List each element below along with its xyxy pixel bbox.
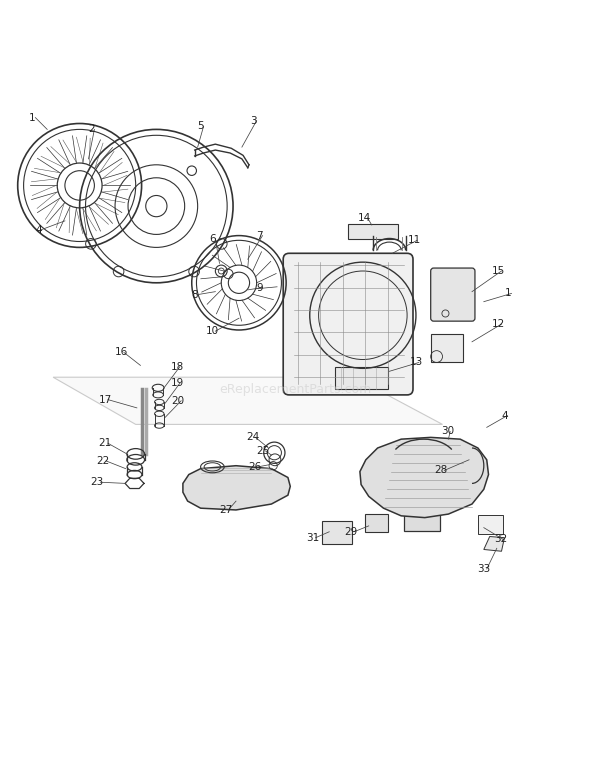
Polygon shape bbox=[484, 537, 504, 552]
Text: 23: 23 bbox=[91, 477, 104, 487]
Text: 24: 24 bbox=[246, 433, 259, 443]
Text: 27: 27 bbox=[219, 505, 232, 515]
Bar bbox=[404, 513, 440, 531]
Text: 11: 11 bbox=[408, 235, 421, 245]
Bar bbox=[322, 521, 352, 544]
Text: 21: 21 bbox=[99, 438, 112, 448]
Text: 9: 9 bbox=[256, 282, 263, 293]
Text: 18: 18 bbox=[171, 362, 183, 372]
Text: eReplacementParts.com: eReplacementParts.com bbox=[219, 383, 371, 395]
Text: 31: 31 bbox=[306, 533, 319, 543]
Text: 25: 25 bbox=[256, 446, 269, 456]
Polygon shape bbox=[360, 437, 489, 517]
Text: 14: 14 bbox=[358, 213, 371, 223]
Text: 3: 3 bbox=[250, 116, 257, 125]
Text: 6: 6 bbox=[209, 233, 216, 244]
Text: 1: 1 bbox=[29, 113, 36, 123]
Text: 32: 32 bbox=[494, 534, 507, 545]
Bar bbox=[478, 515, 503, 534]
Text: 17: 17 bbox=[99, 394, 112, 405]
Text: 2: 2 bbox=[88, 124, 95, 135]
Text: 26: 26 bbox=[248, 462, 261, 472]
Text: 33: 33 bbox=[477, 564, 490, 574]
Text: 29: 29 bbox=[345, 527, 358, 537]
FancyBboxPatch shape bbox=[283, 254, 413, 395]
Bar bbox=[335, 366, 388, 389]
Bar bbox=[348, 224, 398, 239]
Polygon shape bbox=[183, 466, 290, 510]
Text: 28: 28 bbox=[435, 465, 448, 475]
Text: 10: 10 bbox=[206, 326, 219, 336]
Text: 12: 12 bbox=[492, 319, 505, 329]
Text: 8: 8 bbox=[191, 289, 198, 300]
Polygon shape bbox=[53, 377, 443, 425]
Text: 30: 30 bbox=[441, 426, 454, 436]
Text: 1: 1 bbox=[505, 289, 512, 299]
Text: 7: 7 bbox=[256, 230, 263, 240]
Text: 16: 16 bbox=[114, 348, 127, 357]
Text: 20: 20 bbox=[172, 396, 185, 406]
Text: 19: 19 bbox=[171, 378, 183, 388]
Text: 22: 22 bbox=[97, 456, 110, 466]
Bar bbox=[431, 334, 463, 363]
Text: 4: 4 bbox=[35, 225, 42, 235]
Bar bbox=[365, 514, 388, 532]
FancyBboxPatch shape bbox=[431, 268, 475, 321]
Text: 13: 13 bbox=[409, 357, 422, 367]
Text: 5: 5 bbox=[197, 121, 204, 131]
Text: 15: 15 bbox=[492, 266, 505, 276]
Text: 4: 4 bbox=[501, 411, 508, 421]
